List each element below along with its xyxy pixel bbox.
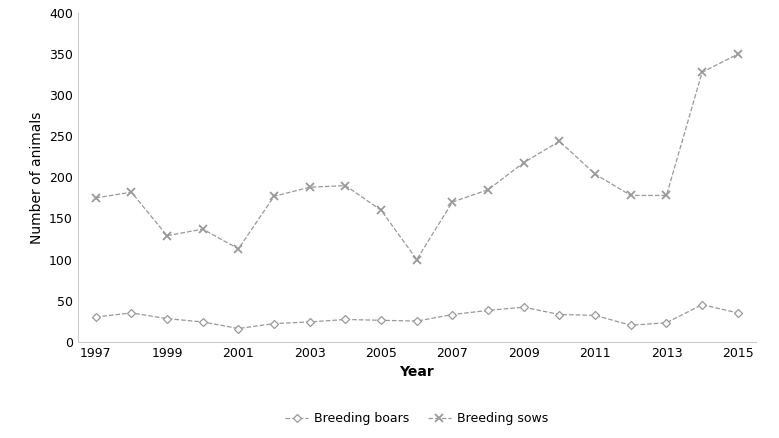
Breeding sows	[127, 190, 136, 195]
Breeding boars	[91, 314, 100, 320]
Breeding boars	[305, 319, 315, 325]
Breeding sows	[412, 257, 421, 262]
Breeding boars	[162, 316, 171, 321]
Breeding boars	[555, 312, 564, 317]
Breeding boars	[127, 310, 136, 315]
Breeding sows	[590, 172, 600, 177]
X-axis label: Year: Year	[400, 365, 434, 379]
Breeding sows	[162, 233, 171, 238]
Breeding sows	[376, 208, 386, 213]
Y-axis label: Number of animals: Number of animals	[30, 111, 44, 244]
Line: Breeding sows: Breeding sows	[92, 50, 742, 264]
Breeding sows	[91, 195, 100, 201]
Breeding sows	[626, 193, 636, 198]
Breeding sows	[484, 187, 493, 192]
Breeding sows	[234, 246, 243, 251]
Breeding boars	[697, 302, 707, 307]
Breeding sows	[733, 52, 742, 57]
Breeding sows	[697, 70, 707, 75]
Breeding boars	[376, 318, 386, 323]
Breeding sows	[198, 226, 207, 232]
Breeding boars	[590, 313, 600, 318]
Legend: Breeding boars, Breeding sows: Breeding boars, Breeding sows	[280, 407, 553, 430]
Breeding boars	[448, 312, 457, 317]
Breeding boars	[662, 320, 671, 325]
Breeding boars	[733, 310, 742, 315]
Breeding boars	[519, 304, 528, 310]
Breeding boars	[412, 318, 421, 324]
Breeding boars	[270, 321, 279, 326]
Breeding sows	[519, 160, 528, 165]
Line: Breeding boars: Breeding boars	[93, 302, 741, 331]
Breeding boars	[484, 308, 493, 313]
Breeding sows	[555, 138, 564, 144]
Breeding boars	[626, 322, 636, 328]
Breeding boars	[340, 317, 350, 322]
Breeding sows	[270, 194, 279, 199]
Breeding boars	[234, 326, 243, 331]
Breeding sows	[305, 185, 315, 190]
Breeding sows	[448, 199, 457, 205]
Breeding sows	[662, 193, 671, 198]
Breeding boars	[198, 319, 207, 325]
Breeding sows	[340, 183, 350, 188]
